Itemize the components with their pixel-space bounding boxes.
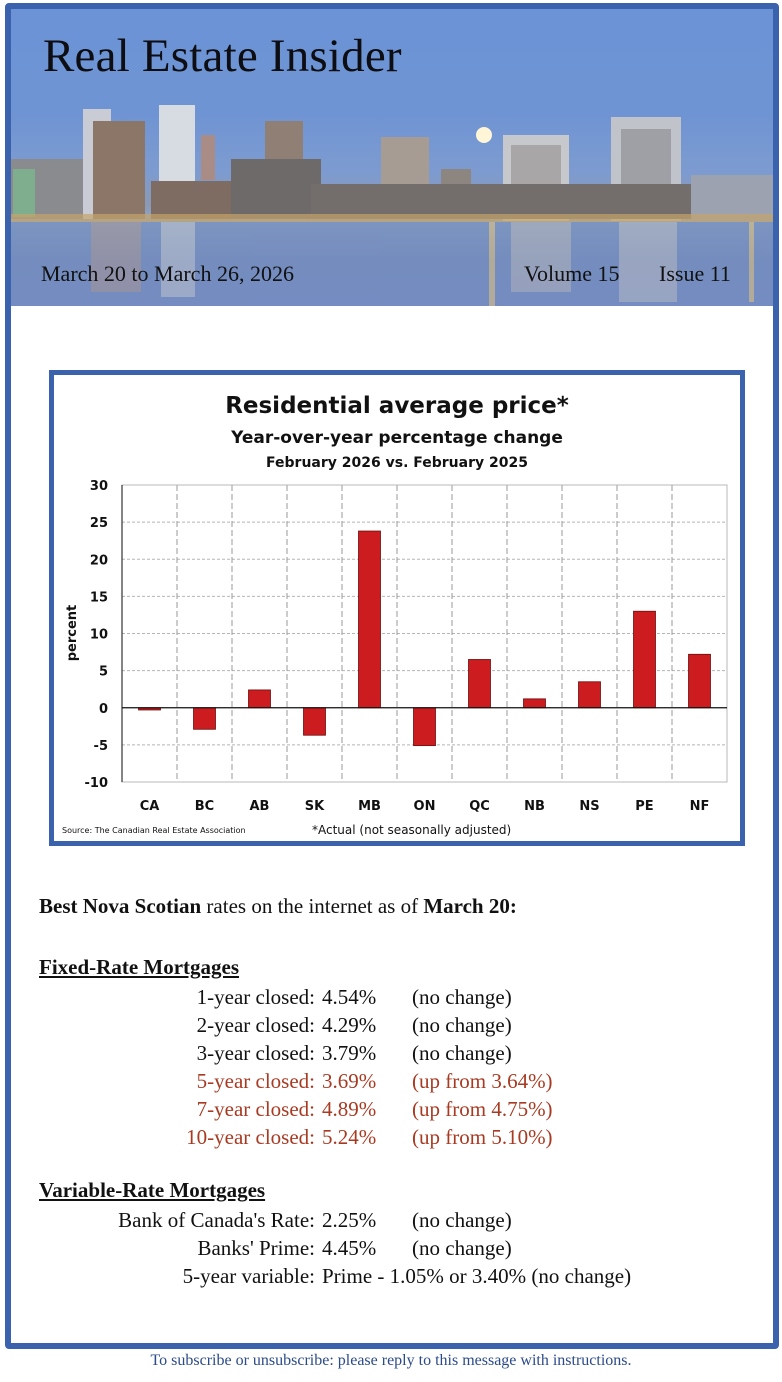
rate-change: (no change): [412, 1041, 512, 1065]
bar-on: [413, 707, 436, 747]
y-tick-label: 30: [90, 479, 108, 494]
chart-subtitle: Year-over-year percentage change: [230, 428, 563, 448]
rate-row: 10-year closed: 5.24% (up from 5.10%): [39, 1125, 759, 1153]
chart-title: Residential average price*: [225, 393, 569, 419]
y-tick-label: 5: [99, 665, 108, 680]
bar-ab: [248, 689, 271, 709]
bar-nf: [688, 653, 711, 709]
y-tick-label: 25: [90, 516, 108, 531]
bar-nb: [523, 698, 546, 709]
x-tick-label: NS: [579, 799, 599, 814]
header-banner: Real Estate Insider March 20 to March 26…: [11, 9, 773, 306]
y-tick-label: 20: [90, 553, 108, 568]
x-tick-label: ON: [414, 799, 436, 814]
newsletter-title: Real Estate Insider: [43, 30, 402, 82]
date-range: March 20 to March 26, 2026: [41, 261, 294, 286]
rate-value: 4.29%: [322, 1013, 377, 1037]
y-tick-label: -10: [85, 776, 109, 791]
rate-value: 4.89%: [322, 1097, 377, 1121]
rate-change: (up from 3.64%): [412, 1069, 553, 1093]
y-axis-label: percent: [65, 605, 80, 662]
variable-rate-heading: Variable-Rate Mortgages: [39, 1178, 266, 1202]
issue-label: Issue 11: [659, 261, 731, 286]
chart-source: Source: The Canadian Real Estate Associa…: [62, 826, 246, 835]
skyline-illustration: [11, 105, 773, 306]
volume-label: Volume 15: [524, 261, 620, 286]
rate-value: 3.79%: [322, 1041, 377, 1065]
rate-value: 4.45%: [322, 1236, 377, 1260]
x-tick-label: BC: [195, 799, 214, 814]
rate-change: (no change): [412, 985, 512, 1009]
skyline-buildings: [11, 105, 773, 222]
newsletter-frame: Real Estate Insider March 20 to March 26…: [5, 3, 779, 1349]
rate-value: Prime - 1.05% or 3.40% (no change): [322, 1264, 632, 1288]
y-tick-label: 15: [90, 590, 108, 605]
rate-row: Banks' Prime: 4.45% (no change): [39, 1236, 759, 1264]
intro-text: rates on the internet as of: [201, 894, 424, 918]
bar-sk: [303, 707, 326, 736]
rate-row: 2-year closed: 4.29% (no change): [39, 1013, 759, 1041]
rate-change: (up from 5.10%): [412, 1125, 553, 1149]
rate-value: 4.54%: [322, 985, 377, 1009]
chart-footnote: *Actual (not seasonally adjusted): [312, 823, 511, 837]
rate-label: 1-year closed:: [196, 985, 315, 1009]
bar-bc: [193, 707, 216, 730]
x-tick-label: MB: [358, 799, 381, 814]
water-reflection: [11, 222, 773, 306]
rate-change: (no change): [412, 1013, 512, 1037]
rate-value: 2.25%: [322, 1208, 377, 1232]
rates-intro: Best Nova Scotian rates on the internet …: [39, 894, 517, 919]
bar-qc: [468, 659, 491, 709]
rate-row: Bank of Canada's Rate: 2.25% (no change): [39, 1208, 759, 1236]
subscribe-footer: To subscribe or unsubscribe: please repl…: [150, 1352, 632, 1369]
bar-ns: [578, 681, 601, 709]
chart-container: Residential average price* Year-over-yea…: [49, 370, 745, 846]
y-tick-label: 10: [90, 628, 108, 643]
rate-label: 10-year closed:: [186, 1125, 315, 1149]
rate-label: 7-year closed:: [196, 1097, 315, 1121]
bar-mb: [358, 530, 381, 709]
rate-label: Banks' Prime:: [197, 1236, 315, 1260]
x-tick-label: CA: [140, 799, 160, 814]
x-tick-label: NF: [690, 799, 710, 814]
y-tick-label: -5: [94, 739, 108, 754]
rate-label: 3-year closed:: [196, 1041, 315, 1065]
intro-region: Best Nova Scotian: [39, 894, 202, 918]
rate-row: 5-year variable: Prime - 1.05% or 3.40% (…: [39, 1264, 759, 1292]
y-tick-label: 0: [99, 702, 108, 717]
rate-change: (no change): [412, 1208, 512, 1232]
rate-row: 7-year closed: 4.89% (up from 4.75%): [39, 1097, 759, 1125]
rate-row: 3-year closed: 3.79% (no change): [39, 1041, 759, 1069]
rate-row: 1-year closed: 4.54% (no change): [39, 985, 759, 1013]
rate-value: 5.24%: [322, 1125, 377, 1149]
rate-value: 3.69%: [322, 1069, 377, 1093]
bar-chart: Residential average price* Year-over-yea…: [62, 393, 728, 837]
x-tick-label: NB: [524, 799, 545, 814]
rate-row: 5-year closed: 3.69% (up from 3.64%): [39, 1069, 759, 1097]
moon-icon: [476, 127, 492, 143]
x-tick-label: AB: [250, 799, 270, 814]
rate-change: (no change): [412, 1236, 512, 1260]
rate-label: 5-year closed:: [196, 1069, 315, 1093]
intro-date: March 20:: [423, 894, 517, 918]
rate-label: Bank of Canada's Rate:: [118, 1208, 315, 1232]
rate-label: 5-year variable:: [182, 1264, 315, 1288]
x-tick-label: PE: [635, 799, 653, 814]
x-tick-label: QC: [469, 799, 490, 814]
fixed-rate-heading: Fixed-Rate Mortgages: [39, 955, 240, 979]
x-tick-label: SK: [305, 799, 325, 814]
rate-change: (up from 4.75%): [412, 1097, 553, 1121]
chart-subtitle-period: February 2026 vs. February 2025: [266, 455, 528, 471]
rate-label: 2-year closed:: [196, 1013, 315, 1037]
bar-pe: [633, 610, 656, 709]
